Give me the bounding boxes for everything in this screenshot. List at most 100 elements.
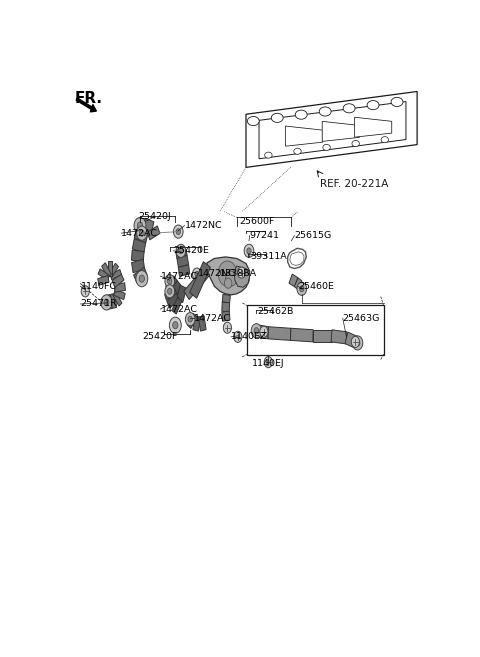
Circle shape (139, 275, 144, 283)
Polygon shape (286, 126, 323, 147)
Polygon shape (108, 263, 119, 277)
Ellipse shape (323, 145, 330, 150)
Polygon shape (322, 122, 360, 141)
Polygon shape (140, 218, 144, 233)
Ellipse shape (295, 110, 307, 119)
Polygon shape (289, 274, 298, 287)
Circle shape (254, 328, 259, 334)
Circle shape (137, 226, 147, 240)
Polygon shape (345, 332, 359, 349)
Polygon shape (108, 261, 112, 276)
Text: 25462B: 25462B (257, 307, 294, 316)
FancyBboxPatch shape (247, 305, 384, 355)
Polygon shape (207, 257, 250, 295)
Circle shape (165, 284, 175, 298)
Polygon shape (114, 283, 125, 292)
Ellipse shape (247, 116, 259, 125)
Polygon shape (110, 294, 117, 308)
Circle shape (101, 295, 112, 310)
Circle shape (173, 225, 183, 238)
Polygon shape (110, 269, 121, 280)
Text: 1472AC: 1472AC (160, 305, 197, 313)
Text: 25420F: 25420F (143, 332, 178, 342)
Ellipse shape (352, 141, 360, 147)
Text: 25615G: 25615G (294, 231, 332, 240)
Circle shape (104, 299, 109, 306)
Polygon shape (172, 298, 182, 314)
Circle shape (169, 317, 181, 333)
Text: 25463G: 25463G (343, 313, 380, 323)
Circle shape (136, 271, 148, 286)
Text: 25471R: 25471R (81, 300, 117, 308)
Text: 1472AC: 1472AC (194, 313, 231, 323)
Circle shape (173, 321, 178, 329)
Text: 1472NC: 1472NC (198, 269, 235, 278)
Polygon shape (331, 330, 347, 344)
Polygon shape (190, 261, 210, 298)
Ellipse shape (294, 148, 301, 154)
Ellipse shape (319, 107, 331, 116)
Polygon shape (169, 281, 182, 298)
Circle shape (244, 244, 254, 258)
Circle shape (195, 271, 199, 277)
Ellipse shape (271, 113, 283, 122)
Circle shape (223, 322, 231, 333)
Polygon shape (98, 275, 109, 285)
Polygon shape (198, 316, 206, 331)
Polygon shape (167, 294, 180, 308)
Polygon shape (222, 311, 230, 321)
Ellipse shape (367, 101, 379, 110)
Circle shape (176, 244, 186, 258)
Polygon shape (114, 289, 125, 300)
Text: 39311A: 39311A (250, 252, 287, 261)
Circle shape (81, 286, 89, 297)
Text: 97241: 97241 (250, 231, 280, 240)
Polygon shape (234, 266, 250, 287)
Circle shape (176, 229, 180, 235)
Circle shape (185, 313, 195, 326)
Polygon shape (184, 267, 210, 300)
Polygon shape (177, 256, 189, 267)
Text: REF. 20-221A: REF. 20-221A (321, 179, 389, 189)
Text: 1338BA: 1338BA (220, 269, 257, 278)
Ellipse shape (391, 97, 403, 106)
Text: 25420J: 25420J (139, 212, 171, 221)
Polygon shape (179, 265, 190, 277)
Polygon shape (165, 288, 177, 300)
Polygon shape (193, 316, 201, 331)
Polygon shape (313, 330, 332, 342)
Polygon shape (355, 117, 392, 137)
Circle shape (247, 248, 251, 254)
Polygon shape (268, 327, 291, 340)
Text: 25460E: 25460E (298, 282, 334, 291)
Polygon shape (176, 249, 187, 259)
Circle shape (137, 222, 143, 229)
Polygon shape (222, 302, 229, 312)
Text: FR.: FR. (75, 91, 103, 106)
Polygon shape (134, 231, 147, 243)
Polygon shape (290, 328, 313, 342)
Circle shape (179, 248, 183, 254)
Circle shape (218, 261, 237, 286)
Circle shape (165, 275, 175, 288)
Circle shape (168, 288, 172, 294)
Ellipse shape (264, 152, 272, 158)
Polygon shape (132, 238, 146, 253)
Circle shape (238, 267, 246, 278)
Polygon shape (142, 218, 154, 237)
Polygon shape (256, 325, 269, 339)
Polygon shape (98, 269, 109, 281)
Polygon shape (102, 263, 111, 278)
Ellipse shape (343, 104, 355, 113)
Polygon shape (166, 276, 178, 292)
Circle shape (188, 316, 192, 322)
Text: 1140EJ: 1140EJ (252, 359, 285, 368)
Text: 1140FC: 1140FC (81, 282, 117, 291)
Polygon shape (294, 278, 302, 290)
Circle shape (225, 278, 232, 288)
Text: 1472NC: 1472NC (185, 221, 222, 230)
Circle shape (260, 327, 268, 337)
Circle shape (297, 283, 307, 296)
Ellipse shape (381, 137, 388, 143)
Text: 25420E: 25420E (173, 246, 209, 256)
